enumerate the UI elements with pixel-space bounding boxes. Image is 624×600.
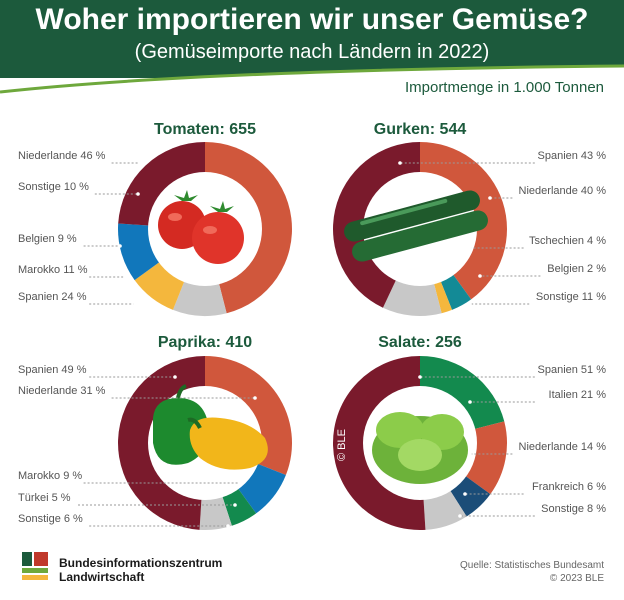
leader-dot (468, 302, 472, 306)
slice-label: Spanien 49 % (18, 364, 87, 376)
chart-salate: Salate: 256 © BLE Italien 21 % Niederland… (332, 334, 607, 531)
slice-label: Sonstige 11 % (536, 291, 606, 303)
org-line-2: Landwirtschaft (59, 570, 145, 584)
chart-title: Salate: 256 (378, 334, 462, 351)
header-banner (0, 0, 624, 78)
leader-dot (226, 524, 230, 528)
pepper-icon (153, 384, 268, 470)
slice-label: Türkei 5 % (18, 492, 71, 504)
leader-dot (398, 161, 402, 165)
slice-label: Tschechien 4 % (529, 235, 606, 247)
page-subtitle: (Gemüseimporte nach Ländern in 2022) (134, 41, 490, 63)
source-note: Quelle: Statistisches Bundesamt © 2023 B… (460, 559, 604, 585)
lettuce-icon (372, 412, 468, 484)
slice-label: Niederlande 14 % (519, 441, 607, 453)
tomato-icon (158, 190, 244, 264)
slice-label: Niederlande 46 % (18, 150, 106, 162)
chart-paprika: Paprika: 410 Niederlande 31 % Marokko 9 %… (18, 334, 292, 530)
leader-dot (123, 275, 127, 279)
slice-label: Spanien 43 % (538, 150, 607, 162)
source-text: Quelle: Statistisches Bundesamt (460, 560, 604, 571)
ble-logo-icon (16, 548, 54, 586)
leader-dot (468, 452, 472, 456)
slice-label: Frankreich 6 % (532, 481, 606, 493)
slice-label: Sonstige 10 % (18, 181, 89, 193)
slice-label: Belgien 9 % (18, 233, 77, 245)
leader-dot (463, 492, 467, 496)
slice-label: Italien 21 % (549, 389, 607, 401)
slice-label: Sonstige 8 % (541, 503, 606, 515)
slice-label: Marokko 9 % (18, 470, 82, 482)
leader-dot (233, 503, 237, 507)
unit-label: Importmenge in 1.000 Tonnen (404, 79, 604, 96)
leader-dot (468, 400, 472, 404)
leader-dot (136, 192, 140, 196)
copyright-text: © 2023 BLE (549, 573, 604, 584)
page-title: Woher importieren wir unser Gemüse? (35, 3, 589, 36)
leader-dot (488, 196, 492, 200)
leader-dot (173, 375, 177, 379)
leader-dot (253, 396, 257, 400)
chart-title: Tomaten: 655 (154, 121, 256, 138)
leader-dot (133, 302, 137, 306)
cucumber-icon (344, 190, 488, 262)
chart-gurken: Gurken: 544 Niederlande 40 % Tschechien 4… (332, 121, 607, 316)
leader-dot (468, 246, 472, 250)
watermark: © BLE (336, 429, 348, 461)
chart-title: Paprika: 410 (158, 334, 252, 351)
slice-label: Niederlande 31 % (18, 385, 106, 397)
slice-label: Belgien 2 % (547, 263, 606, 275)
org-line-1: Bundesinformationszentrum (59, 556, 223, 570)
slice-label: Spanien 24 % (18, 291, 87, 303)
org-name: Bundesinformationszentrum Landwirtschaft (59, 556, 259, 584)
leader-dot (458, 514, 462, 518)
chart-tomaten: Tomaten: 655 Niederlande 46 % Sonstige 10… (18, 121, 292, 316)
leader-dot (118, 244, 122, 248)
leader-dot (238, 481, 242, 485)
slice-label: Marokko 11 % (18, 264, 88, 276)
slice-label: Spanien 51 % (538, 364, 607, 376)
header-swoosh (0, 64, 624, 96)
slice-label: Sonstige 6 % (18, 513, 83, 525)
leader-dot (478, 274, 482, 278)
chart-title: Gurken: 544 (374, 121, 467, 138)
leader-dot (138, 161, 142, 165)
leader-dot (418, 375, 422, 379)
slice-label: Niederlande 40 % (519, 185, 607, 197)
